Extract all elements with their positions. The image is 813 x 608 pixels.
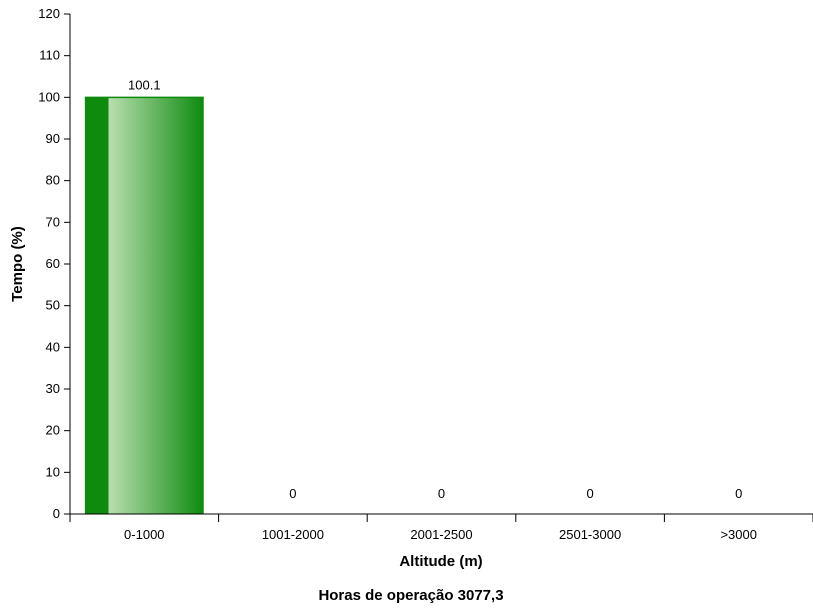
operation-hours-caption: Horas de operação 3077,3 bbox=[318, 587, 503, 604]
bar bbox=[84, 97, 204, 514]
y-tick-label: 70 bbox=[46, 214, 60, 229]
y-tick-label: 110 bbox=[39, 48, 60, 63]
x-tick-label: 2501-3000 bbox=[559, 527, 621, 542]
y-tick-label: 30 bbox=[46, 381, 60, 396]
bar-value-label: 100.1 bbox=[128, 77, 161, 92]
y-tick-label: 10 bbox=[46, 464, 60, 479]
bars bbox=[84, 96, 204, 514]
bar-value-label: 0 bbox=[586, 486, 593, 501]
x-axis-title: Altitude (m) bbox=[399, 553, 482, 570]
y-tick-label: 100 bbox=[38, 89, 60, 104]
y-tick-label: 120 bbox=[38, 6, 60, 21]
y-tick-label: 0 bbox=[53, 506, 60, 521]
y-tick-label: 60 bbox=[46, 256, 60, 271]
y-axis-ticks: 0 10 20 30 40 50 60 70 80 90 100 110 120 bbox=[38, 6, 70, 521]
data-labels: 100.1 0 0 0 0 bbox=[128, 77, 742, 501]
x-tick-label: 0-1000 bbox=[124, 527, 164, 542]
bar-value-label: 0 bbox=[289, 486, 296, 501]
y-axis-title: Tempo (%) bbox=[9, 226, 26, 302]
x-tick-label: 2001-2500 bbox=[410, 527, 472, 542]
y-tick-label: 20 bbox=[46, 423, 60, 438]
x-axis-ticks: 0-1000 1001-2000 2001-2500 2501-3000 >3000 bbox=[124, 514, 813, 542]
y-tick-label: 90 bbox=[46, 131, 60, 146]
y-tick-label: 40 bbox=[46, 339, 60, 354]
bar-value-label: 0 bbox=[438, 486, 445, 501]
bar-value-label: 0 bbox=[735, 486, 742, 501]
y-tick-label: 50 bbox=[46, 298, 60, 313]
x-tick-label: 1001-2000 bbox=[262, 527, 324, 542]
y-tick-label: 80 bbox=[46, 173, 60, 188]
x-tick-label: >3000 bbox=[720, 527, 757, 542]
